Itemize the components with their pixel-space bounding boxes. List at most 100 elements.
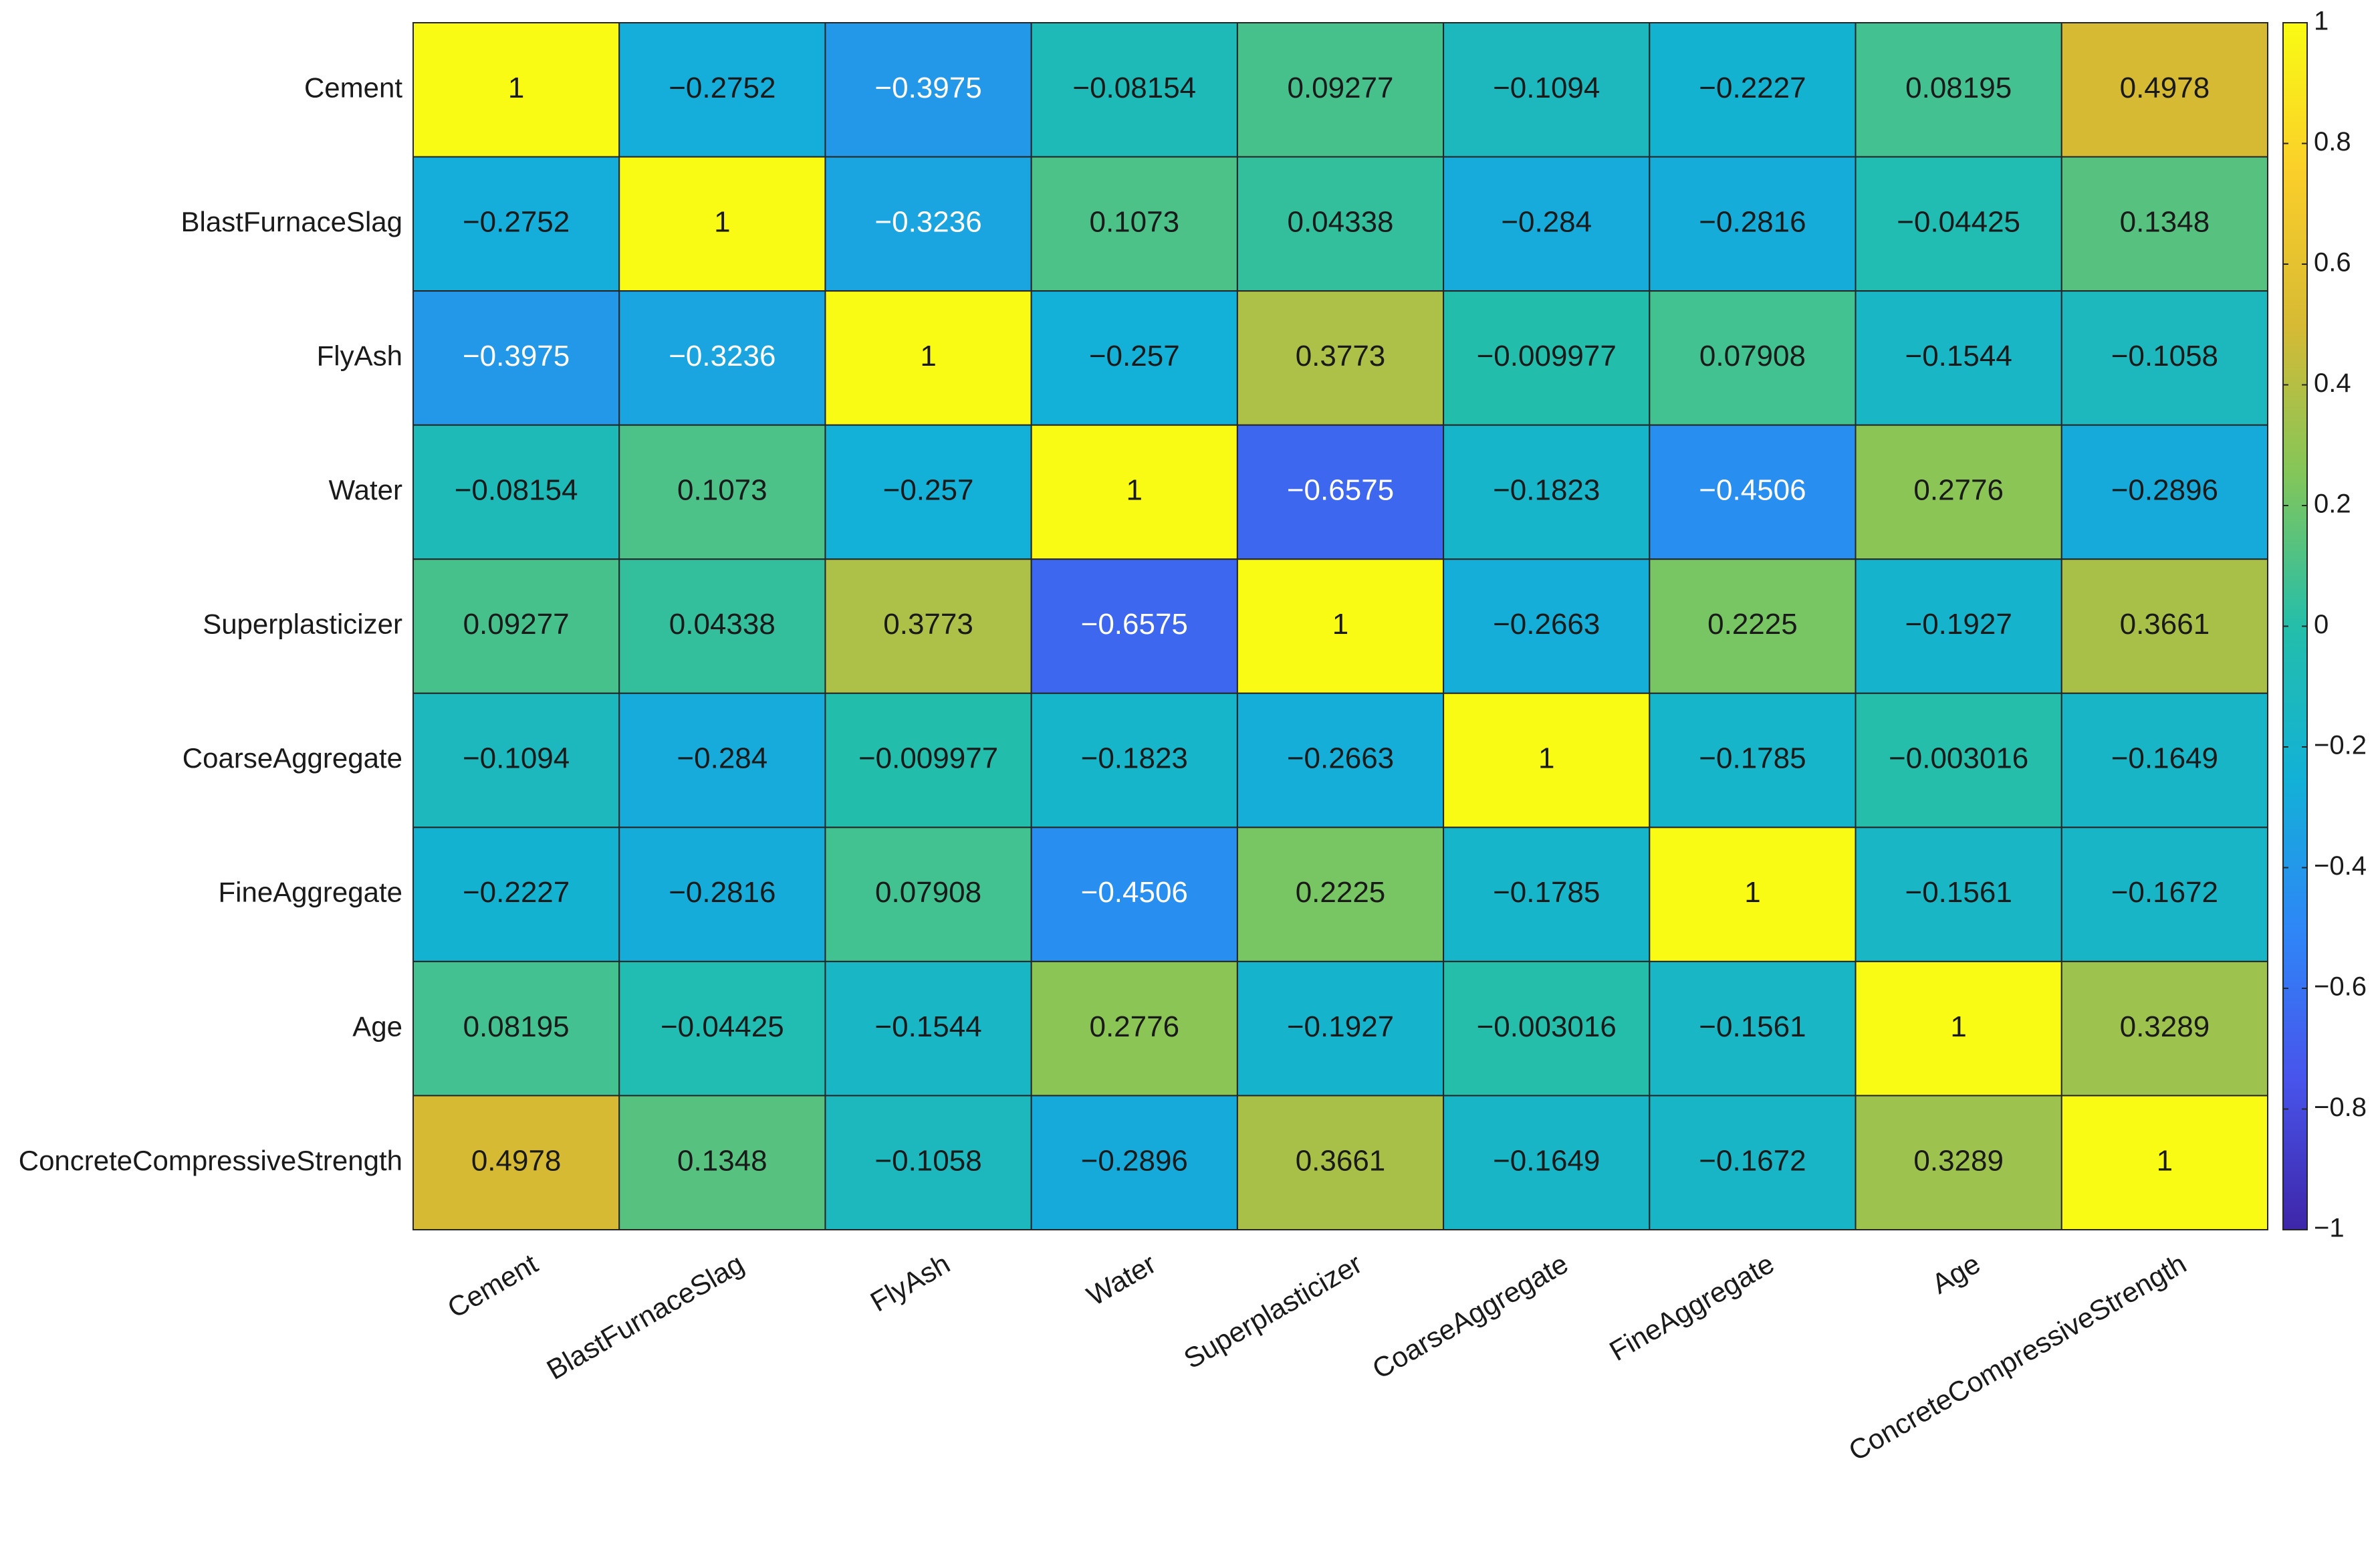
heatmap-cell	[824, 156, 1032, 292]
cell-label: 0.04338	[669, 608, 776, 641]
heatmap-cell	[618, 1095, 826, 1231]
heatmap-cell	[1236, 22, 1445, 158]
y-tick-label: BlastFurnaceSlag	[181, 206, 402, 237]
x-tick-label: Water	[1082, 1248, 1161, 1312]
cell-label: −0.1672	[2111, 876, 2218, 909]
cell-label: −0.6575	[1081, 608, 1188, 641]
heatmap-cell	[1855, 156, 2062, 292]
cell-label: 0.07908	[1699, 340, 1806, 372]
cell-label: −0.1785	[1493, 876, 1600, 909]
cell-label: 0.2776	[1913, 474, 2004, 507]
colorbar-tick-label: 0.4	[2314, 368, 2351, 398]
cell-label: −0.08154	[1072, 72, 1196, 104]
heatmap-cell	[824, 692, 1032, 829]
y-tick-label: Water	[329, 474, 402, 506]
cell-label: 0.07908	[875, 876, 981, 909]
cell-label: 0.4978	[471, 1144, 562, 1177]
cell-label: 0.1348	[2120, 205, 2210, 238]
cell-label: 1	[1126, 474, 1143, 507]
cell-label: −0.04425	[661, 1010, 784, 1043]
cell-label: −0.284	[1501, 205, 1592, 238]
y-tick-label: ConcreteCompressiveStrength	[19, 1145, 402, 1176]
cell-label: 1	[920, 340, 936, 372]
cell-label: 0.08195	[463, 1010, 570, 1043]
cell-label: −0.2227	[1699, 72, 1806, 104]
heatmap-cell	[2060, 290, 2269, 426]
cell-label: 0.3289	[1913, 1144, 2004, 1177]
cell-label: 0.2225	[1707, 608, 1798, 641]
cell-label: −0.04425	[1897, 205, 2020, 238]
heatmap-cell	[412, 1095, 620, 1231]
y-tick-label: Age	[352, 1010, 402, 1042]
colorbar-tick-label: −0.2	[2314, 731, 2367, 760]
x-tick-label: Cement	[442, 1248, 543, 1324]
cell-label: −0.3975	[874, 72, 981, 104]
heatmap-cell	[2060, 1095, 2269, 1231]
x-tick-label: Superplasticizer	[1179, 1248, 1367, 1375]
cell-label: 1	[714, 205, 730, 238]
cell-label: 0.3661	[1296, 1144, 1386, 1177]
cell-label: −0.1785	[1699, 742, 1806, 775]
cell-label: 0.3773	[1296, 340, 1386, 372]
heatmap-cell	[824, 960, 1032, 1097]
y-tick-label: Cement	[304, 72, 402, 103]
cell-label: 1	[1538, 742, 1554, 775]
x-tick-label: FlyAsh	[865, 1248, 955, 1318]
heatmap-cell	[618, 290, 826, 426]
cell-label: −0.1649	[1493, 1144, 1600, 1177]
colorbar-tick-label: −1	[2314, 1214, 2345, 1243]
heatmap-cell	[618, 692, 826, 829]
colorbar-tick-label: −0.4	[2314, 851, 2367, 881]
cell-label: −0.08154	[455, 474, 578, 507]
cell-label: −0.2752	[463, 205, 570, 238]
heatmap-cell	[1649, 1095, 1857, 1231]
heatmap-cell	[412, 960, 620, 1097]
heatmap-cell	[1030, 424, 1238, 560]
heatmap-cell	[2060, 960, 2269, 1097]
heatmap-cell	[1443, 156, 1651, 292]
cell-label: 0.1348	[677, 1144, 767, 1177]
cell-label: 0.1073	[677, 474, 767, 507]
cell-label: −0.1649	[2111, 742, 2218, 775]
cell-label: 0.3661	[2120, 608, 2210, 641]
heatmap-cell	[824, 290, 1032, 426]
heatmap-cell	[824, 22, 1032, 158]
cell-label: −0.1561	[1699, 1010, 1806, 1043]
y-tick-label: CoarseAggregate	[183, 742, 402, 774]
colorbar-tick-label: −0.6	[2314, 972, 2367, 1002]
x-tick-label: FineAggregate	[1604, 1248, 1779, 1367]
cell-label: −0.1544	[1905, 340, 2012, 372]
heatmap-cell	[1236, 827, 1445, 962]
cell-label: −0.284	[677, 742, 767, 775]
cell-label: 0.04338	[1287, 205, 1393, 238]
cell-label: −0.2752	[669, 72, 776, 104]
cell-label: −0.3236	[669, 340, 776, 372]
cell-label: −0.3975	[463, 340, 570, 372]
cell-label: −0.4506	[1081, 876, 1188, 909]
cell-label: 0.09277	[1287, 72, 1393, 104]
cell-label: 0.2225	[1296, 876, 1386, 909]
cell-label: −0.1561	[1905, 876, 2012, 909]
heatmap-cell	[618, 22, 826, 158]
cell-label: 1	[1744, 876, 1760, 909]
heatmap-cell	[824, 827, 1032, 962]
heatmap-cell	[2060, 424, 2269, 560]
cell-label: −0.009977	[858, 742, 998, 775]
heatmap-cell	[1443, 22, 1651, 158]
heatmap-cell	[1236, 960, 1445, 1097]
cell-label: 0.2776	[1089, 1010, 1179, 1043]
cell-label: −0.1927	[1905, 608, 2012, 641]
heatmap-cell	[1030, 1095, 1238, 1231]
heatmap-cell	[1855, 960, 2062, 1097]
heatmap-cell	[1030, 558, 1238, 694]
colorbar-tick-label: 1	[2314, 7, 2329, 36]
heatmap-cell	[618, 827, 826, 962]
heatmap-cell	[1236, 290, 1445, 426]
heatmap-cell	[2060, 156, 2269, 292]
cell-label: −0.3236	[874, 205, 981, 238]
cell-label: −0.1823	[1493, 474, 1600, 507]
heatmap-cell	[1443, 960, 1651, 1097]
x-tick-label: ConcreteCompressiveStrength	[1843, 1248, 2191, 1467]
x-tick-label: Age	[1926, 1248, 1985, 1300]
cell-label: 0.1073	[1089, 205, 1179, 238]
